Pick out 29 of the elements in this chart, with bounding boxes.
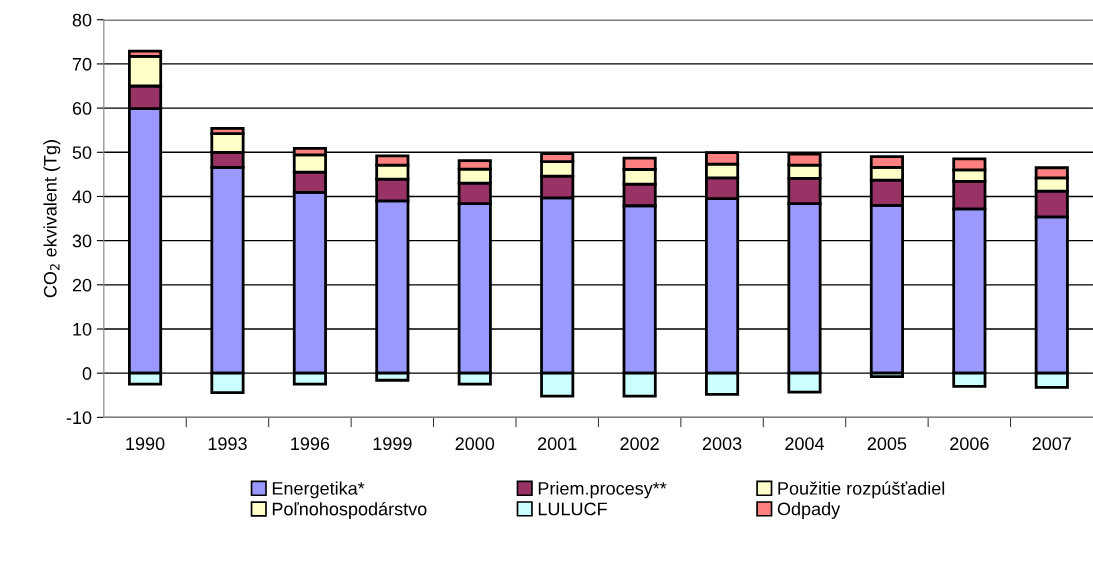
x-tick-label: 2005 — [867, 437, 907, 451]
y-tick-label: 80 — [72, 13, 92, 27]
y-tick-label: 20 — [72, 278, 92, 292]
y-tick-label: 70 — [72, 57, 92, 71]
legend-label: LULUCF — [538, 502, 607, 516]
x-tick-label: 2001 — [538, 437, 577, 451]
legend-label: Odpady — [777, 502, 841, 519]
y-tick-label: 40 — [72, 190, 92, 204]
y-tick-label: 60 — [72, 102, 92, 115]
y-tick-label: 30 — [72, 234, 92, 248]
legend-label: Poľnohospodárstvo — [272, 501, 427, 520]
x-tick-label: 1999 — [373, 437, 412, 451]
y-tick-label: 50 — [72, 146, 92, 159]
x-tick-label: 2006 — [950, 437, 989, 451]
legend-label: Energetika* — [272, 481, 365, 499]
y-tick-label: 0 — [82, 367, 92, 380]
x-tick-label: 1996 — [291, 437, 330, 451]
x-tick-label: 2004 — [785, 437, 825, 451]
y-axis-title: CO$_{2}$ ekvivalent (Tg) — [43, 140, 61, 298]
x-tick-label: 1990 — [126, 437, 165, 451]
legend-label: Použitie rozpúšťadiel — [778, 481, 945, 499]
x-tick-label: 2000 — [455, 437, 495, 451]
legend-label: Priem.procesy** — [538, 481, 667, 499]
x-tick-label: 2007 — [1032, 437, 1071, 451]
y-tick-label: -10 — [66, 411, 92, 425]
x-tick-label: 2003 — [702, 437, 742, 451]
x-tick-label: 1993 — [208, 437, 247, 451]
x-tick-label: 2002 — [620, 437, 659, 451]
y-tick-label: 10 — [73, 322, 92, 336]
